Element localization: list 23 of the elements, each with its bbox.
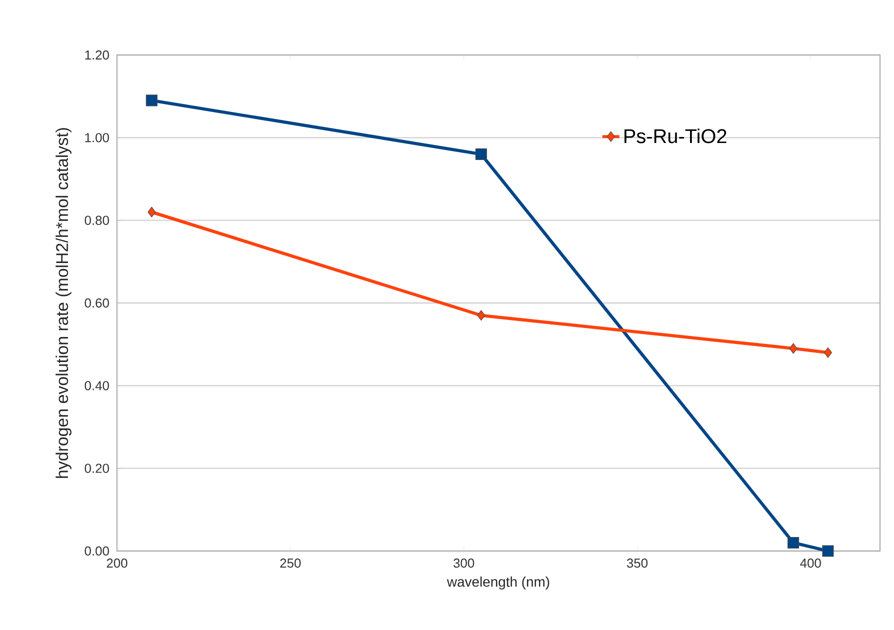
y-tick-label: 0.00 [84,546,109,556]
point [822,545,834,557]
legend-label: Ps-Ru-TiO2 [624,128,726,144]
x-tick-label: 300 [454,558,474,568]
y-tick-label: 0.40 [84,381,109,390]
y-tick-label: 0.20 [84,464,109,473]
x-tick-label: 250 [280,558,301,568]
y-tick-label: 0.80 [84,216,109,225]
x-axis-title: wavelength (nm) [446,576,550,590]
y-tick-label: 1.00 [85,133,109,142]
point [146,94,158,106]
point [824,347,832,358]
point [477,310,486,321]
x-tick-label: 350 [626,558,648,568]
point [148,206,156,218]
point [475,148,487,160]
x-tick-label: 400 [800,558,821,568]
y-axis-title: hydrogen evolution rate (molH2/h*mol catalyst) [56,128,72,478]
y-tick-label: 0.60 [84,298,109,308]
y-tick-label: 1.20 [85,50,109,60]
point [788,536,800,549]
x-tick-label: 200 [106,558,128,568]
point [789,343,798,354]
